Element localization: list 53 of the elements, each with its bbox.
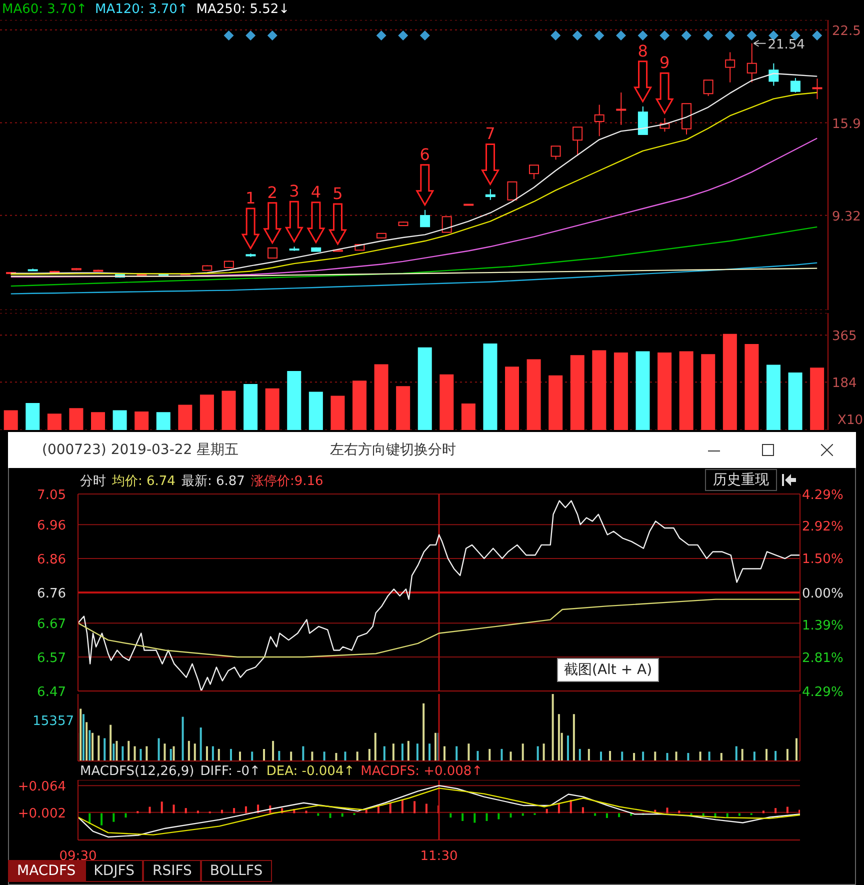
y2-tick-label: 1.39% (802, 618, 844, 634)
text: MA120: 3.70↑ (95, 2, 188, 17)
y-tick-label: 22.5 (832, 24, 861, 39)
text: BOLLFS (200, 860, 272, 882)
y2-tick-label: 4.29% (802, 685, 844, 700)
y-tick-label: 7.05 (37, 488, 66, 503)
y-tick-label: 365 (832, 329, 857, 344)
text: MACDFS (8, 860, 85, 882)
y-tick-label: +0.002 (18, 806, 66, 822)
annotation: 9 (659, 53, 670, 72)
y-tick-label: 6.57 (37, 651, 66, 666)
annotation: 7 (485, 124, 496, 144)
text: X10 (838, 413, 863, 428)
y-tick-label: 6.86 (37, 552, 66, 568)
text: 历史重现 (705, 469, 777, 491)
y2-tick-label: 2.81% (802, 651, 844, 666)
text: MA60: 3.70↑ (2, 2, 88, 17)
annotation: 3 (289, 182, 300, 201)
text: MA250: 5.52↓ (196, 2, 290, 17)
y2-tick-label: 0.00% (802, 586, 844, 602)
text: 均价: 6.74 (112, 473, 176, 490)
chart-subtitle: 左右方向键切换分时 (330, 441, 456, 459)
y-tick-label: 9.32 (832, 209, 861, 224)
y2-tick-label: 1.50% (802, 552, 844, 568)
chart-title: (000723) 2019-03-22 星期五 (42, 441, 239, 459)
annotation: 21.54 (768, 37, 805, 52)
text: MACDFS: +0.008↑ (360, 764, 483, 779)
annotation: 1 (245, 188, 256, 208)
text: DIFF: -0↑ (200, 764, 260, 779)
x-tick-label: 11:30 (420, 849, 458, 864)
y-tick-label: 6.76 (37, 586, 66, 602)
text: 分时 (80, 473, 106, 490)
annotation: 6 (420, 144, 430, 164)
y-tick-label: 6.96 (37, 518, 66, 534)
y-tick-label: 6.47 (37, 685, 66, 700)
y2-tick-label: 2.92% (802, 519, 844, 534)
y2-tick-label: 4.29% (802, 488, 844, 503)
annotation: 8 (638, 41, 648, 60)
text: KDJFS (84, 860, 144, 882)
annotation: 截图(Alt + A) (557, 658, 660, 682)
text: 15357 (32, 714, 74, 729)
y-tick-label: 15.9 (832, 116, 861, 132)
text: 涨停价:9.16 (250, 473, 324, 490)
text: MACDFS(12,26,9) (80, 764, 194, 779)
text: DEA: -0.004↑ (266, 764, 355, 779)
y-tick-label: 184 (832, 376, 857, 392)
annotation: 5 (332, 184, 343, 204)
annotation: 2 (267, 182, 278, 202)
text: RSIFS (143, 860, 201, 882)
annotation: 4 (310, 182, 322, 202)
y-tick-label: +0.064 (18, 780, 66, 795)
y-tick-label: 6.67 (37, 617, 66, 632)
text: 最新: 6.87 (181, 473, 245, 490)
